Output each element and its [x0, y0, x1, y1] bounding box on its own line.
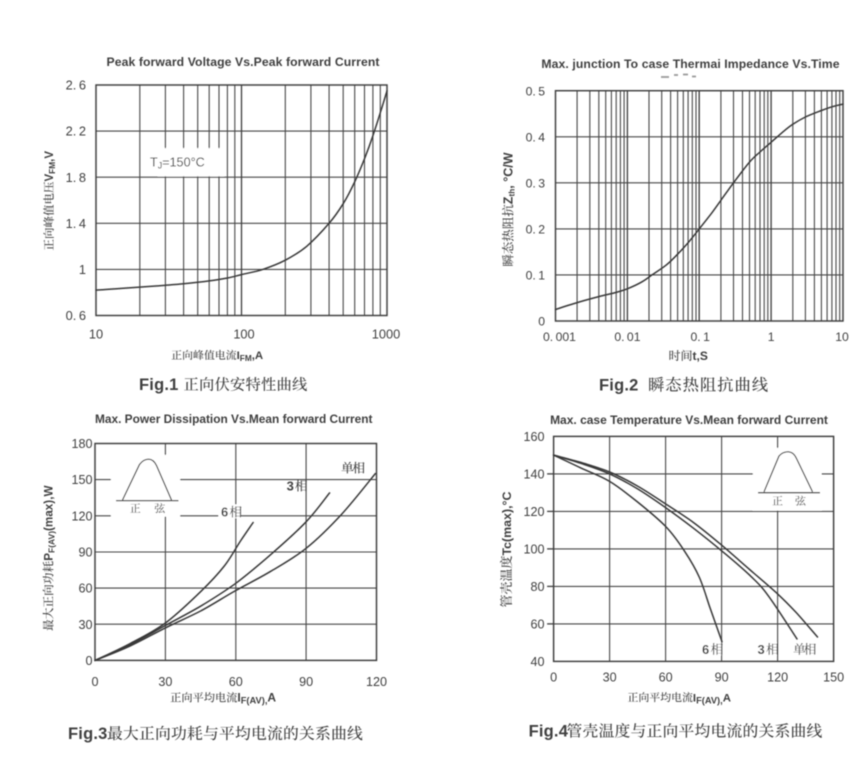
svg-text:90: 90 [78, 546, 92, 560]
svg-text:2. 2: 2. 2 [66, 124, 86, 139]
svg-text:Fig.1: Fig.1 [139, 376, 179, 394]
svg-text:3: 3 [758, 642, 765, 657]
svg-text:0. 01: 0. 01 [614, 330, 640, 344]
svg-text:120: 120 [366, 675, 387, 689]
svg-text:120: 120 [523, 505, 544, 519]
svg-text:140: 140 [523, 468, 544, 482]
svg-text:60: 60 [659, 671, 673, 685]
svg-text:30: 30 [78, 618, 92, 632]
svg-text:0: 0 [85, 654, 92, 668]
svg-text:0. 1: 0. 1 [691, 330, 711, 344]
svg-text:Fig.4: Fig.4 [529, 723, 569, 741]
svg-text:1000: 1000 [372, 327, 400, 342]
svg-text:Fig.3: Fig.3 [68, 725, 108, 743]
svg-text:0: 0 [91, 675, 98, 689]
svg-text:60: 60 [78, 582, 92, 596]
svg-text:150: 150 [823, 671, 844, 685]
svg-text:Max. Power Dissipation Vs.Mean: Max. Power Dissipation Vs.Mean forward C… [95, 412, 373, 426]
svg-text:0. 001: 0. 001 [543, 330, 576, 344]
svg-text:30: 30 [158, 675, 172, 689]
svg-text:2. 6: 2. 6 [66, 78, 86, 93]
svg-text:100: 100 [523, 543, 544, 557]
svg-text:TJ=150°C: TJ=150°C [150, 156, 205, 171]
svg-text:60: 60 [229, 675, 243, 689]
svg-text:100: 100 [233, 327, 254, 342]
svg-text:Max. case Temperature Vs.Mean: Max. case Temperature Vs.Mean forward Cu… [550, 413, 828, 427]
svg-text:VFM,V: VFM,V [44, 151, 57, 182]
svg-text:Fig.2: Fig.2 [599, 377, 639, 395]
svg-text:90: 90 [299, 675, 313, 689]
svg-text:1: 1 [79, 262, 86, 277]
svg-text:40: 40 [530, 655, 544, 669]
svg-text:0: 0 [538, 315, 545, 329]
svg-text:0. 2: 0. 2 [526, 223, 546, 237]
svg-text:PF(AV)(max),W: PF(AV)(max),W [43, 485, 57, 561]
svg-text:Peak forward Voltage Vs.Peak f: Peak forward Voltage Vs.Peak forward Cur… [106, 55, 379, 69]
svg-text:0. 6: 0. 6 [66, 308, 86, 323]
svg-text:IFM,A: IFM,A [237, 350, 264, 363]
svg-text:150: 150 [71, 473, 92, 487]
svg-text:120: 120 [767, 671, 788, 685]
svg-text:0. 3: 0. 3 [526, 176, 546, 190]
svg-text:1: 1 [768, 330, 775, 344]
svg-text:0. 1: 0. 1 [526, 269, 546, 283]
svg-text:Max. junction To case Thermai: Max. junction To case Thermai Impedance … [541, 57, 839, 71]
svg-text:10: 10 [89, 327, 103, 342]
svg-text:30: 30 [603, 671, 617, 685]
svg-text:10: 10 [835, 330, 849, 344]
svg-text:80: 80 [530, 580, 544, 594]
svg-text:60: 60 [530, 618, 544, 632]
svg-text:0. 5: 0. 5 [526, 84, 546, 98]
svg-text:180: 180 [71, 437, 92, 451]
svg-text:160: 160 [523, 430, 544, 444]
svg-text:0: 0 [550, 671, 557, 685]
svg-text:3: 3 [287, 479, 294, 494]
svg-text:IF(AV),A: IF(AV),A [693, 692, 731, 705]
svg-text:1. 4: 1. 4 [66, 216, 86, 231]
svg-text:0. 4: 0. 4 [526, 130, 546, 144]
svg-text:6: 6 [702, 642, 709, 657]
svg-text:120: 120 [71, 509, 92, 523]
svg-text:6: 6 [221, 505, 228, 520]
svg-text:t,S: t,S [693, 349, 708, 363]
svg-text:Tc(max),°C: Tc(max),°C [500, 492, 514, 556]
svg-text:1. 8: 1. 8 [66, 170, 86, 185]
svg-text:90: 90 [715, 671, 729, 685]
